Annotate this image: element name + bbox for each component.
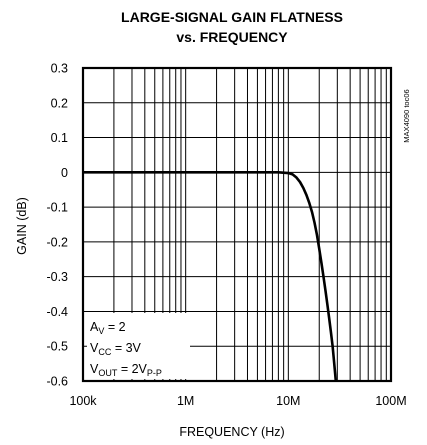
y-tick-label: 0.2	[51, 96, 68, 110]
y-tick-labels: 0.3 0.2 0.1 0 -0.1 -0.2 -0.3 -0.4 -0.5 -0.6	[46, 62, 68, 389]
y-tick-label: -0.2	[46, 235, 68, 249]
y-tick-label: 0	[61, 166, 68, 180]
y-tick-label: 0.3	[51, 62, 68, 76]
y-tick-label: -0.5	[46, 340, 68, 354]
x-tick-labels: 100k 1M 10M 100M	[69, 394, 406, 408]
y-tick-label: 0.1	[51, 131, 68, 145]
x-tick-label: 100k	[69, 394, 97, 408]
condition-av: AV = 2	[90, 320, 126, 336]
x-tick-label: 100M	[375, 394, 406, 408]
y-tick-label: -0.3	[46, 270, 68, 284]
y-tick-label: -0.1	[46, 201, 68, 215]
y-tick-label: -0.4	[46, 305, 68, 319]
x-tick-label: 1M	[177, 394, 194, 408]
x-axis-label: FREQUENCY (Hz)	[179, 425, 284, 439]
figure-id-watermark: MAX4090 toc06	[402, 89, 411, 142]
chart-title: LARGE-SIGNAL GAIN FLATNESS	[121, 9, 343, 25]
x-tick-label: 10M	[276, 394, 300, 408]
chart-subtitle: vs. FREQUENCY	[176, 29, 288, 45]
y-tick-label: -0.6	[46, 375, 68, 389]
y-axis-label: GAIN (dB)	[15, 197, 29, 255]
condition-vcc: VCC = 3V	[90, 341, 142, 357]
